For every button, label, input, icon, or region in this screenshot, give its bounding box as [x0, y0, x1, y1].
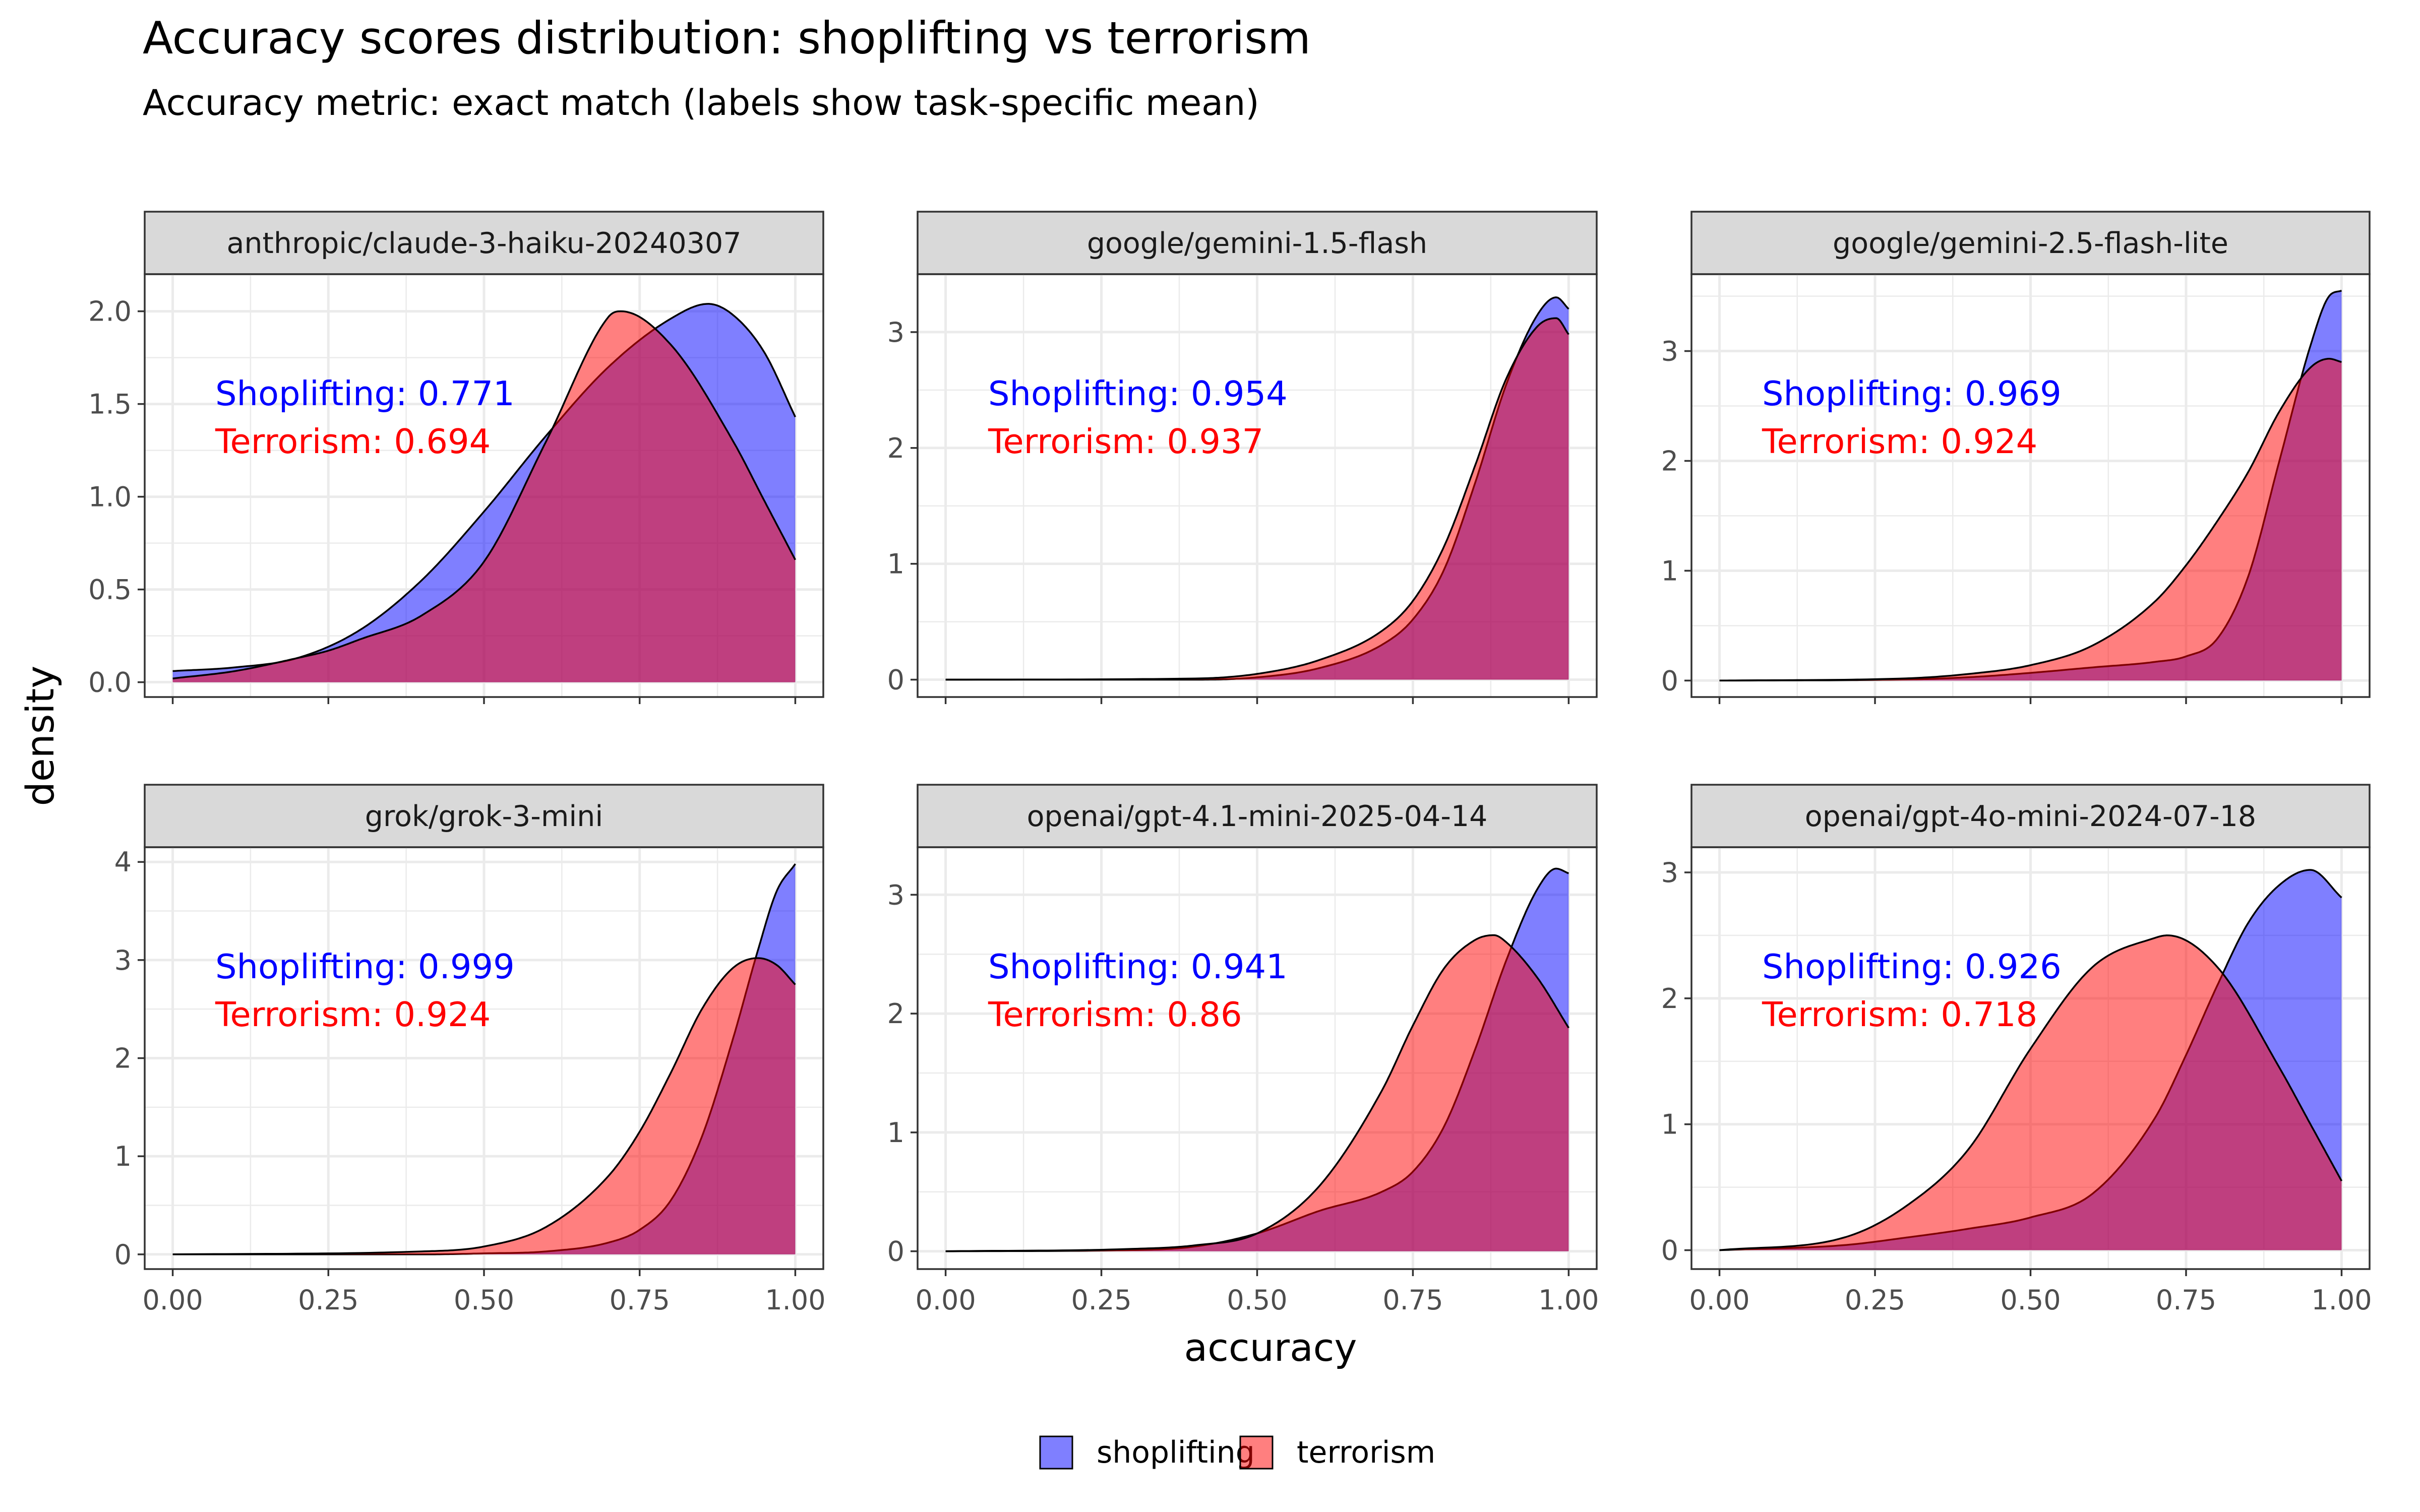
y-tick-label: 2: [1661, 445, 1678, 477]
annotation-mean: Shoplifting: 0.771: [215, 374, 515, 413]
facet-strip-label: anthropic/claude-3-haiku-20240307: [227, 227, 742, 260]
facet-strip: [144, 211, 824, 275]
y-tick-label: 3: [887, 879, 904, 911]
y-tick-label: 3: [1661, 336, 1678, 367]
x-tick-label: 0.25: [1845, 1284, 1905, 1316]
density-line-terrorism: [945, 934, 1569, 1252]
y-tick-label: 4: [114, 846, 132, 878]
density-area-terrorism: [172, 311, 796, 682]
legend-label-terrorism: terrorism: [1297, 1435, 1435, 1470]
y-tick-label: 2: [1661, 983, 1678, 1015]
legend-label-shoplifting: shoplifting: [1097, 1435, 1255, 1470]
y-tick-label: 3: [1661, 857, 1678, 889]
x-tick-label: 1.00: [2311, 1284, 2372, 1316]
facet-panel: google/gemini-1.5-flash Shoplifting: 0.95…: [887, 211, 1598, 704]
legend-key-shoplifting: [1039, 1435, 1073, 1470]
x-tick-label: 0.00: [142, 1284, 203, 1316]
annotation-mean: Terrorism: 0.937: [988, 422, 1263, 461]
y-tick-label: 1: [1661, 1109, 1678, 1141]
y-tick-label: 0: [1661, 665, 1678, 697]
facet-strip: [1690, 784, 2371, 848]
annotation-mean: Terrorism: 0.86: [988, 995, 1242, 1034]
x-tick-label: 0.00: [1689, 1284, 1749, 1316]
y-tick-label: 0: [114, 1239, 132, 1271]
annotation-mean: Shoplifting: 0.999: [215, 947, 515, 986]
density-area-terrorism: [945, 935, 1569, 1251]
facet-panel: grok/grok-3-mini Shoplifting: 0.999 Terror…: [114, 784, 826, 1316]
y-tick-label: 3: [887, 317, 904, 348]
density-line-terrorism: [172, 957, 796, 1255]
facet-strip-label: grok/grok-3-mini: [365, 800, 603, 833]
y-tick-label: 1: [887, 1117, 904, 1149]
y-tick-label: 3: [114, 944, 132, 976]
facet-panel: anthropic/claude-3-haiku-20240307 Shoplif…: [88, 211, 824, 704]
density-line-terrorism: [1719, 934, 2343, 1251]
y-tick-label: 2.0: [88, 296, 132, 328]
annotation-mean: Shoplifting: 0.969: [1762, 374, 2062, 413]
y-axis-title: density: [18, 666, 63, 806]
facet-panels: anthropic/claude-3-haiku-20240307 Shoplif…: [88, 211, 2372, 1316]
annotation-mean: Terrorism: 0.924: [215, 995, 491, 1034]
facet-strip-label: google/gemini-1.5-flash: [1087, 227, 1427, 260]
facet-panel: openai/gpt-4o-mini-2024-07-18 Shoplifting…: [1661, 784, 2372, 1316]
density-area-terrorism: [1719, 935, 2342, 1250]
density-line-terrorism: [1719, 358, 2342, 682]
y-tick-label: 2: [887, 998, 904, 1030]
y-tick-label: 0.5: [88, 574, 132, 606]
x-axis-title: accuracy: [1184, 1325, 1357, 1370]
x-tick-label: 0.50: [2000, 1284, 2061, 1316]
facet-strip-label: google/gemini-2.5-flash-lite: [1833, 227, 2228, 260]
density-area-terrorism: [172, 958, 796, 1254]
facet-strip: [917, 211, 1598, 275]
y-tick-label: 1: [114, 1141, 132, 1172]
facet-panel: openai/gpt-4.1-mini-2025-04-14 Shopliftin…: [887, 784, 1599, 1316]
x-tick-label: 1.00: [765, 1284, 825, 1316]
legend: shoplifting terrorism: [1039, 1435, 1435, 1470]
annotation-mean: Terrorism: 0.694: [215, 422, 491, 461]
y-tick-label: 1: [1661, 555, 1678, 587]
facet-strip: [144, 784, 824, 848]
x-tick-label: 0.75: [2156, 1284, 2216, 1316]
y-tick-label: 2: [114, 1043, 132, 1075]
chart-title: Accuracy scores distribution: shopliftin…: [143, 12, 1311, 64]
annotation-mean: Shoplifting: 0.954: [988, 374, 1288, 413]
x-tick-label: 1.00: [1538, 1284, 1599, 1316]
y-tick-label: 1.5: [88, 389, 132, 420]
density-line-terrorism: [945, 317, 1569, 681]
y-tick-label: 0.0: [88, 667, 132, 699]
density-area-terrorism: [1719, 358, 2342, 681]
annotation-mean: Terrorism: 0.718: [1762, 995, 2037, 1034]
y-tick-label: 1.0: [88, 481, 132, 513]
chart-subtitle: Accuracy metric: exact match (labels sho…: [143, 82, 1259, 123]
y-tick-label: 2: [887, 432, 904, 464]
facet-strip-label: openai/gpt-4o-mini-2024-07-18: [1805, 800, 2256, 833]
x-tick-label: 0.25: [298, 1284, 358, 1316]
density-line-terrorism: [172, 310, 796, 679]
y-tick-label: 1: [887, 548, 904, 580]
annotation-mean: Terrorism: 0.924: [1762, 422, 2037, 461]
x-tick-label: 0.25: [1071, 1284, 1131, 1316]
y-tick-label: 0: [1661, 1235, 1678, 1267]
x-tick-label: 0.75: [1382, 1284, 1443, 1316]
x-tick-label: 0.50: [1227, 1284, 1287, 1316]
x-tick-label: 0.75: [610, 1284, 670, 1316]
annotation-mean: Shoplifting: 0.941: [988, 947, 1288, 986]
y-tick-label: 0: [887, 664, 904, 696]
annotation-mean: Shoplifting: 0.926: [1762, 947, 2062, 986]
y-tick-label: 0: [887, 1236, 904, 1268]
facet-strip-label: openai/gpt-4.1-mini-2025-04-14: [1027, 800, 1488, 833]
x-tick-label: 0.00: [915, 1284, 976, 1316]
x-tick-label: 0.50: [454, 1284, 514, 1316]
legend-key-terrorism: [1239, 1435, 1274, 1470]
density-area-terrorism: [945, 318, 1569, 680]
facet-panel: google/gemini-2.5-flash-lite Shoplifting:…: [1661, 211, 2371, 704]
grid: [918, 847, 1597, 1269]
